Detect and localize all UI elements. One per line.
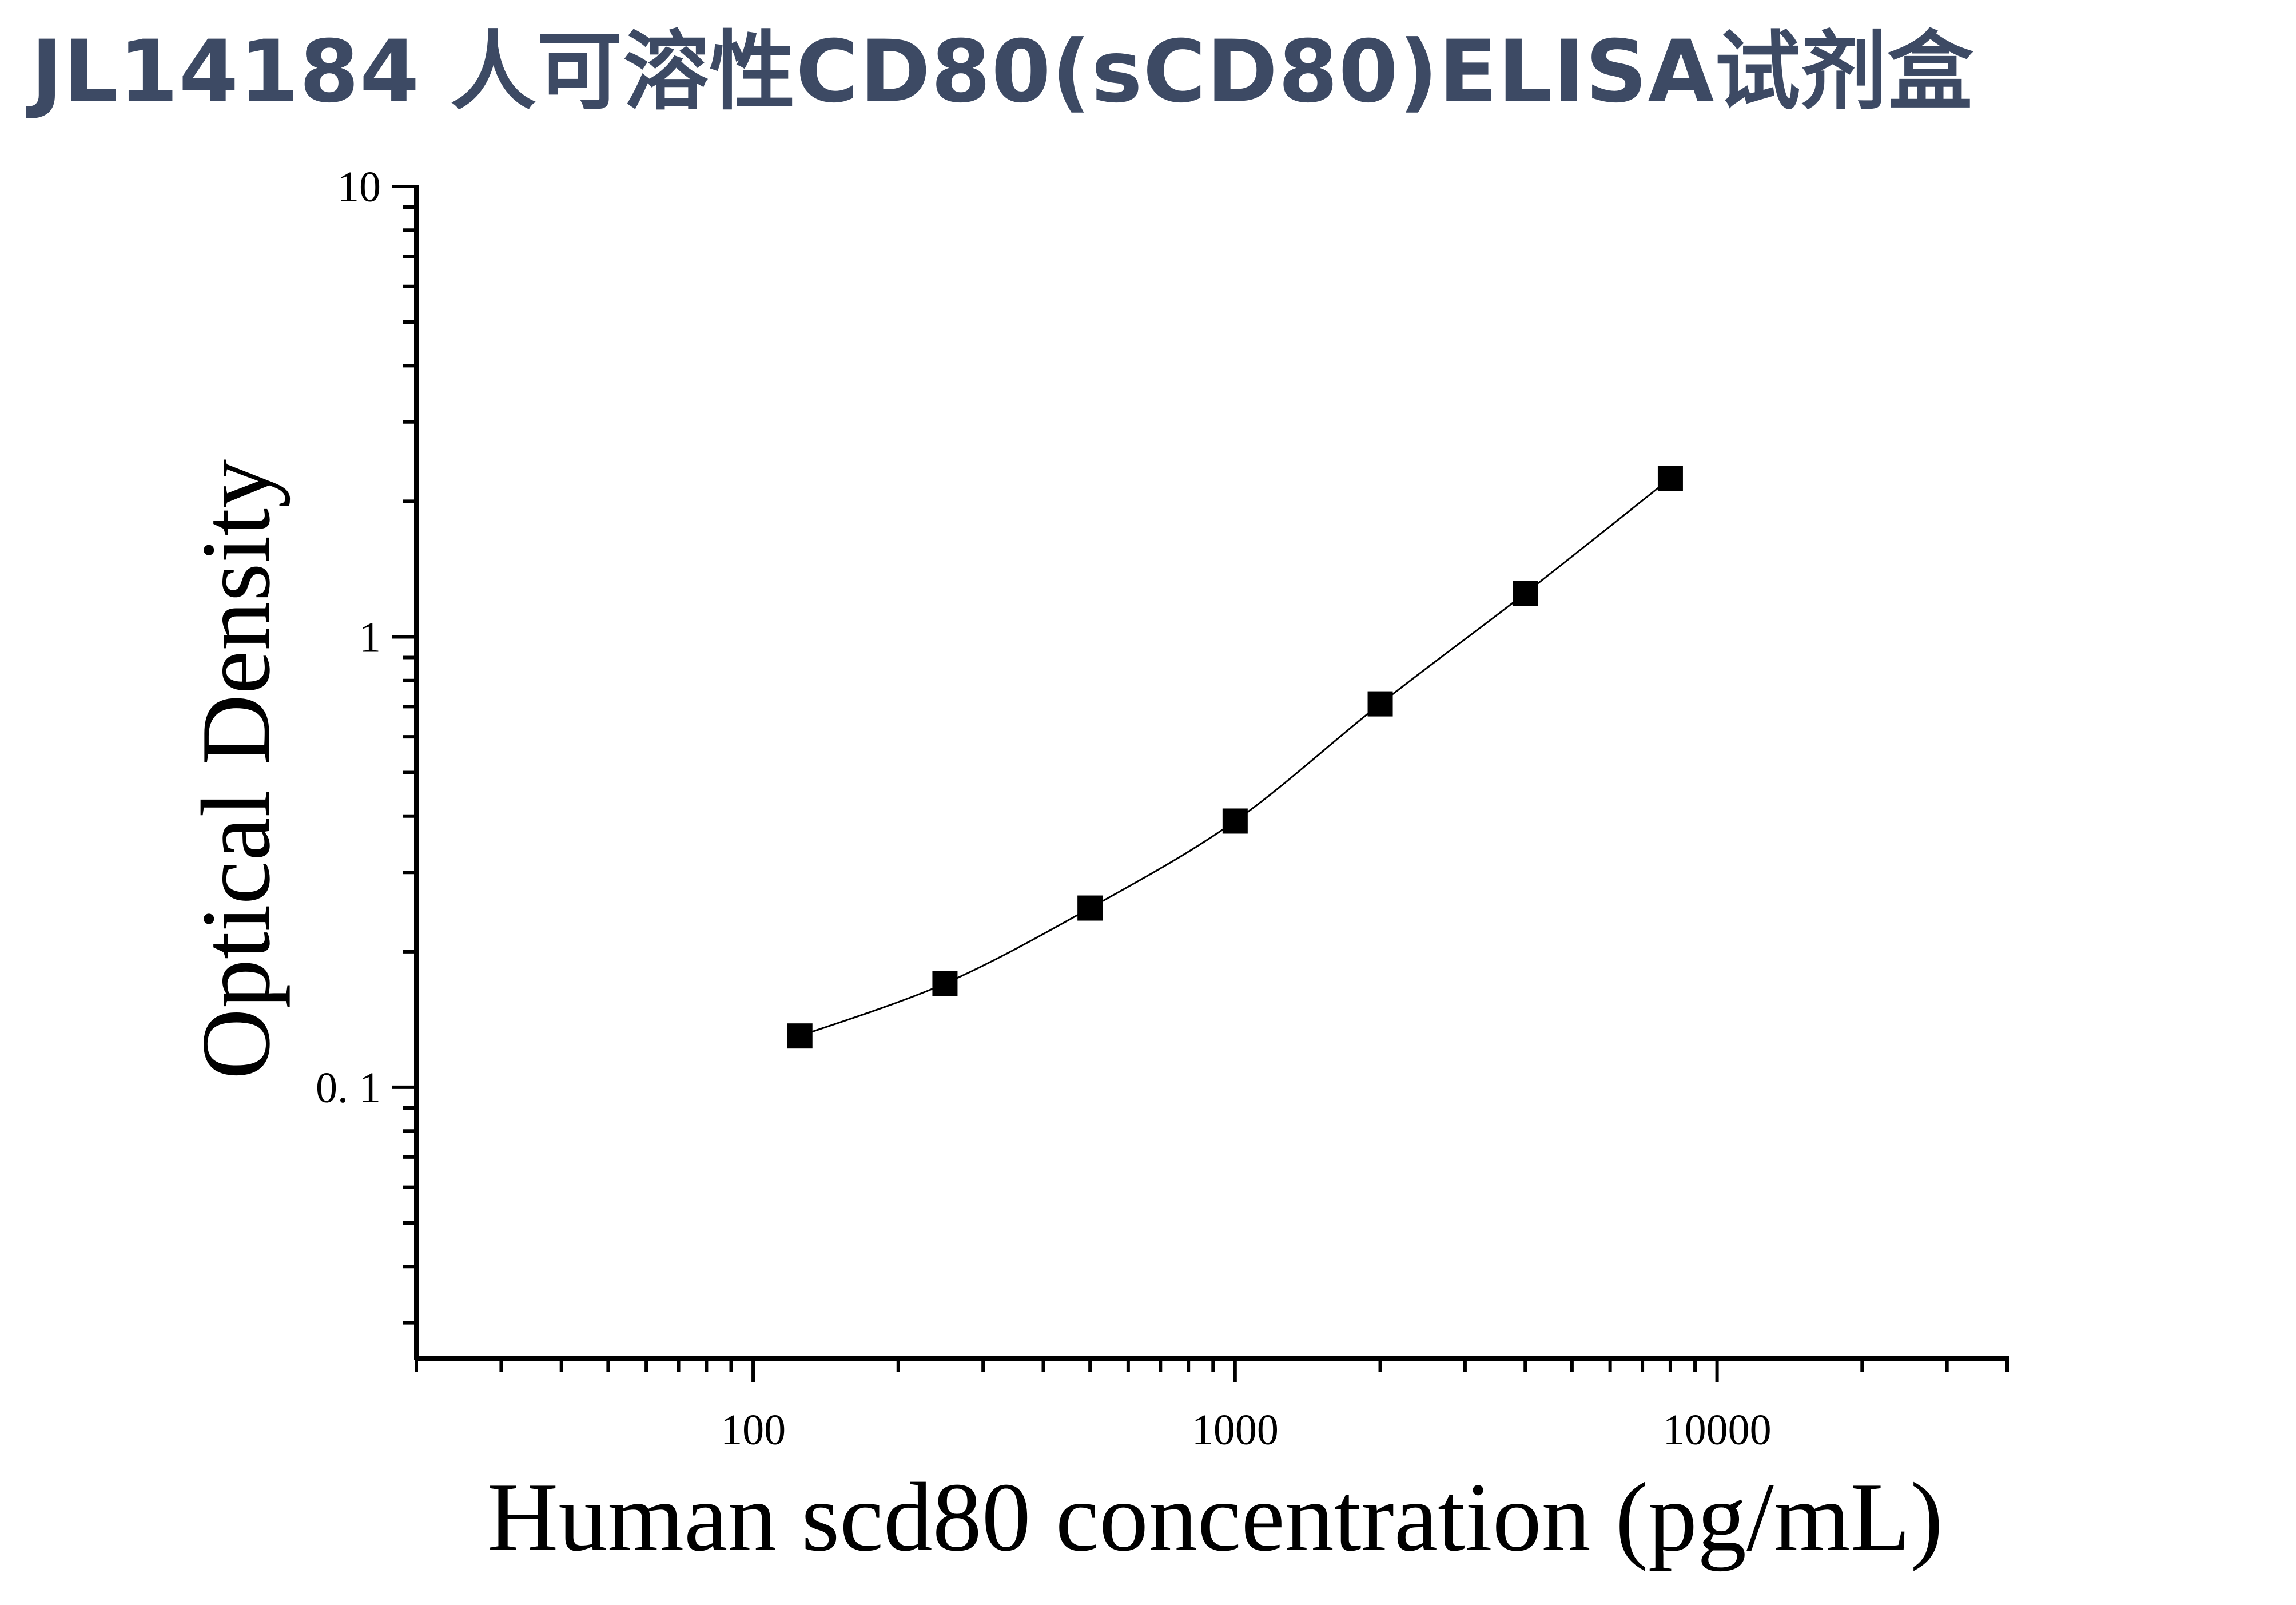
fit-curve xyxy=(799,477,1671,1037)
y-axis-title: Optical Density xyxy=(182,459,291,1079)
data-point xyxy=(1367,691,1393,717)
chart-title: JL14184 人可溶性CD80(sCD80)ELISA试剂盒 xyxy=(31,22,1974,122)
y-tick-label: 10 xyxy=(337,163,381,211)
y-tick-label: 0. 1 xyxy=(316,1064,381,1112)
x-tick-label: 10000 xyxy=(1663,1406,1772,1454)
ticks: 100 1000 10000 0. 1 1 10 xyxy=(316,163,2009,1454)
data-point xyxy=(1077,895,1103,921)
points-layer xyxy=(787,466,1683,1049)
axes xyxy=(414,185,2009,1361)
y-tick-label: 1 xyxy=(359,613,381,661)
curve-layer xyxy=(799,477,1671,1037)
data-point xyxy=(1222,808,1248,834)
data-point xyxy=(787,1023,813,1049)
data-point xyxy=(932,971,958,996)
x-axis-title: Human scd80 concentration (pg/mL) xyxy=(487,1463,1943,1572)
data-point xyxy=(1657,466,1683,491)
x-tick-label: 1000 xyxy=(1192,1406,1279,1454)
data-point xyxy=(1513,581,1538,606)
x-tick-label: 100 xyxy=(721,1406,786,1454)
